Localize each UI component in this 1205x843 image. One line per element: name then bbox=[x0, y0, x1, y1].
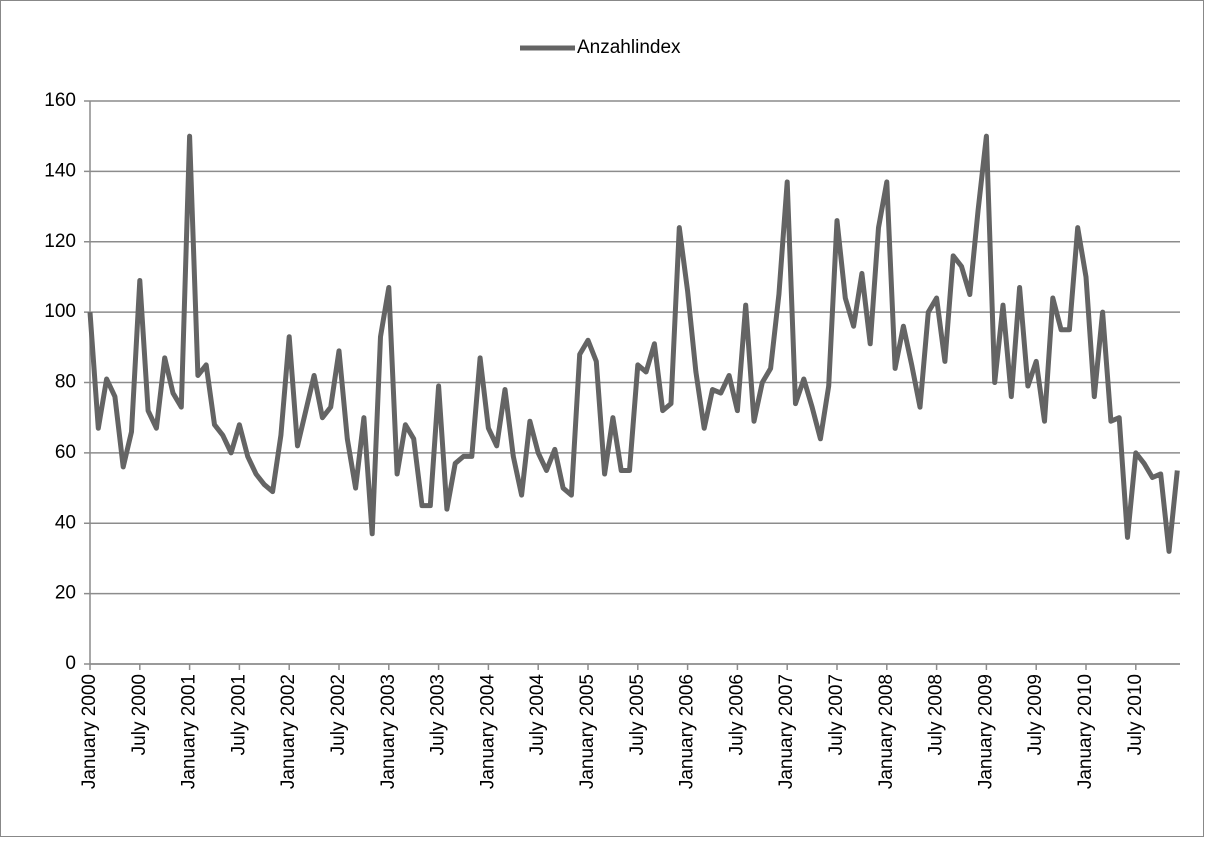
y-tick-label: 160 bbox=[44, 90, 76, 111]
x-tick-label: July 2005 bbox=[627, 674, 648, 755]
x-tick-label: July 2000 bbox=[129, 674, 150, 755]
x-tick-label: January 2010 bbox=[1075, 674, 1096, 789]
x-tick-label: January 2002 bbox=[278, 674, 299, 789]
x-tick-label: July 2008 bbox=[926, 674, 947, 755]
x-tick-label: July 2001 bbox=[228, 674, 249, 755]
y-tick-label: 20 bbox=[55, 583, 76, 604]
legend-label: Anzahlindex bbox=[577, 37, 681, 58]
y-tick-label: 140 bbox=[44, 160, 76, 181]
y-tick-label: 0 bbox=[65, 653, 76, 674]
x-tick-label: July 2010 bbox=[1125, 674, 1146, 755]
x-tick-label: January 2000 bbox=[79, 674, 100, 789]
x-tick-label: January 2009 bbox=[975, 674, 996, 789]
x-tick-label: January 2004 bbox=[477, 674, 498, 790]
x-tick-label: July 2009 bbox=[1025, 674, 1046, 755]
x-tick-label: July 2004 bbox=[527, 674, 548, 756]
y-tick-label: 120 bbox=[44, 231, 76, 252]
y-tick-label: 60 bbox=[55, 442, 76, 463]
data-line bbox=[87, 133, 1180, 554]
y-tick-label: 100 bbox=[44, 301, 76, 322]
y-tick-label: 80 bbox=[55, 372, 76, 393]
x-tick-label: July 2006 bbox=[726, 674, 747, 755]
x-tick-label: January 2003 bbox=[378, 674, 399, 789]
x-tick-label: January 2005 bbox=[577, 674, 598, 789]
x-tick-label: July 2003 bbox=[428, 674, 449, 755]
x-tick-label: July 2002 bbox=[328, 674, 349, 755]
x-tick-label: January 2008 bbox=[876, 674, 897, 789]
x-tick-label: January 2006 bbox=[677, 674, 698, 789]
x-tick-label: January 2001 bbox=[179, 674, 200, 789]
x-tick-label: January 2007 bbox=[776, 674, 797, 789]
x-tick-label: July 2007 bbox=[826, 674, 847, 755]
y-tick-label: 40 bbox=[55, 512, 76, 533]
